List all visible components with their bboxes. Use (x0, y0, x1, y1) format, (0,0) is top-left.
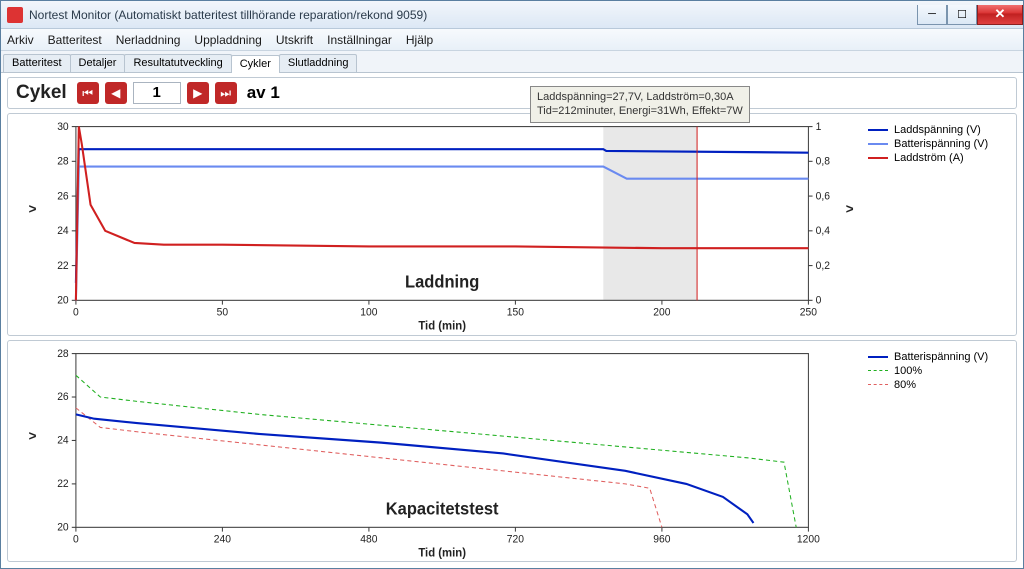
app-icon (7, 7, 23, 23)
svg-text:960: 960 (653, 533, 670, 545)
svg-text:100: 100 (360, 306, 377, 318)
svg-text:0,6: 0,6 (816, 190, 830, 202)
svg-text:250: 250 (800, 306, 817, 318)
data-tooltip: Laddspänning=27,7V, Laddström=0,30A Tid=… (530, 86, 750, 123)
legend-label: Laddspänning (V) (894, 124, 981, 136)
svg-text:480: 480 (360, 533, 377, 545)
close-button[interactable]: ✕ (977, 5, 1023, 25)
titlebar: Nortest Monitor (Automatiskt batteritest… (1, 1, 1023, 29)
svg-text:20: 20 (57, 294, 69, 306)
svg-text:Tid (min): Tid (min) (418, 547, 466, 559)
svg-text:26: 26 (57, 391, 69, 403)
svg-text:240: 240 (214, 533, 231, 545)
legend-row: 100% (868, 365, 1006, 377)
svg-text:1: 1 (816, 121, 822, 133)
maximize-button[interactable]: ☐ (947, 5, 977, 25)
svg-text:>: > (29, 428, 37, 443)
legend-row: Batterispänning (V) (868, 351, 1006, 363)
legend-swatch (868, 157, 888, 159)
svg-text:0,4: 0,4 (816, 225, 830, 237)
svg-text:22: 22 (57, 477, 69, 489)
menu-hjälp[interactable]: Hjälp (406, 33, 433, 47)
svg-text:Laddning: Laddning (405, 272, 479, 291)
svg-text:24: 24 (57, 225, 69, 237)
menu-uppladdning[interactable]: Uppladdning (194, 33, 261, 47)
svg-text:0: 0 (816, 294, 822, 306)
tooltip-line-1: Laddspänning=27,7V, Laddström=0,30A (537, 90, 743, 104)
legend-label: Batterispänning (V) (894, 138, 988, 150)
svg-text:Kapacitetstest: Kapacitetstest (386, 499, 499, 518)
chart-kapacitetstest-legend: Batterispänning (V) 100% 80% (860, 345, 1010, 560)
chart-laddning: 0 50 100 150 200 250 20 22 24 26 28 30 0 0,2 0,4 0,6 0,8… (7, 113, 1017, 336)
svg-text:30: 30 (57, 121, 69, 133)
svg-text:0: 0 (73, 533, 79, 545)
legend-label: 100% (894, 365, 922, 377)
svg-text:>: > (846, 201, 854, 216)
svg-text:22: 22 (57, 260, 69, 272)
svg-text:50: 50 (217, 306, 229, 318)
tab-batteritest[interactable]: Batteritest (3, 54, 71, 72)
legend-row: Laddström (A) (868, 152, 1006, 164)
legend-label: Batterispänning (V) (894, 351, 988, 363)
svg-text:0,8: 0,8 (816, 155, 830, 167)
tooltip-line-2: Tid=212minuter, Energi=31Wh, Effekt=7W (537, 104, 743, 118)
menu-arkiv[interactable]: Arkiv (7, 33, 34, 47)
cykel-input[interactable]: 1 (133, 82, 181, 104)
svg-text:>: > (29, 201, 37, 216)
svg-text:Tid (min): Tid (min) (418, 320, 466, 332)
svg-text:1200: 1200 (797, 533, 820, 545)
legend-swatch (868, 384, 888, 385)
legend-row: 80% (868, 379, 1006, 391)
legend-swatch (868, 370, 888, 371)
menu-batteritest[interactable]: Batteritest (48, 33, 102, 47)
legend-swatch (868, 143, 888, 145)
svg-text:28: 28 (57, 347, 69, 359)
menu-utskrift[interactable]: Utskrift (276, 33, 313, 47)
menubar: Arkiv Batteritest Nerladdning Uppladdning Ut… (1, 29, 1023, 51)
minimize-button[interactable]: ─ (917, 5, 947, 25)
chart-kapacitetstest-svg: 0 240 480 720 960 1200 20 22 24 26 28 Tid (min) Kapa… (14, 345, 860, 560)
last-button[interactable]: ⏭ (215, 82, 237, 104)
legend-row: Batterispänning (V) (868, 138, 1006, 150)
tab-cykler[interactable]: Cykler (231, 55, 280, 73)
legend-row: Laddspänning (V) (868, 124, 1006, 136)
svg-text:24: 24 (57, 434, 69, 446)
svg-text:150: 150 (507, 306, 524, 318)
first-button[interactable]: ⏮ (77, 82, 99, 104)
legend-swatch (868, 129, 888, 131)
svg-text:20: 20 (57, 521, 69, 533)
menu-nerladdning[interactable]: Nerladdning (116, 33, 181, 47)
chart-kapacitetstest: 0 240 480 720 960 1200 20 22 24 26 28 Tid (min) Kapa… (7, 340, 1017, 563)
svg-text:0: 0 (73, 306, 79, 318)
legend-swatch (868, 356, 888, 358)
cykel-of-label: av 1 (247, 83, 280, 103)
window-title: Nortest Monitor (Automatiskt batteritest… (29, 8, 917, 22)
tab-resultatutveckling[interactable]: Resultatutveckling (124, 54, 231, 72)
tab-slutladdning[interactable]: Slutladdning (279, 54, 358, 72)
chart-laddning-svg: 0 50 100 150 200 250 20 22 24 26 28 30 0 0,2 0,4 0,6 0,8… (14, 118, 860, 333)
cykel-navigation: Cykel ⏮ ◀ 1 ▶ ⏭ av 1 (7, 77, 1017, 109)
cykel-label: Cykel (16, 82, 67, 104)
svg-text:28: 28 (57, 155, 69, 167)
next-button[interactable]: ▶ (187, 82, 209, 104)
svg-text:200: 200 (653, 306, 670, 318)
chart-laddning-legend: Laddspänning (V) Batterispänning (V) Ladds… (860, 118, 1010, 333)
legend-label: 80% (894, 379, 916, 391)
svg-text:26: 26 (57, 190, 69, 202)
tab-detaljer[interactable]: Detaljer (70, 54, 126, 72)
legend-label: Laddström (A) (894, 152, 964, 164)
tabbar: BatteritestDetaljerResultatutvecklingCyk… (1, 51, 1023, 73)
svg-text:0,2: 0,2 (816, 260, 830, 272)
prev-button[interactable]: ◀ (105, 82, 127, 104)
svg-text:720: 720 (507, 533, 524, 545)
menu-inställningar[interactable]: Inställningar (327, 33, 392, 47)
